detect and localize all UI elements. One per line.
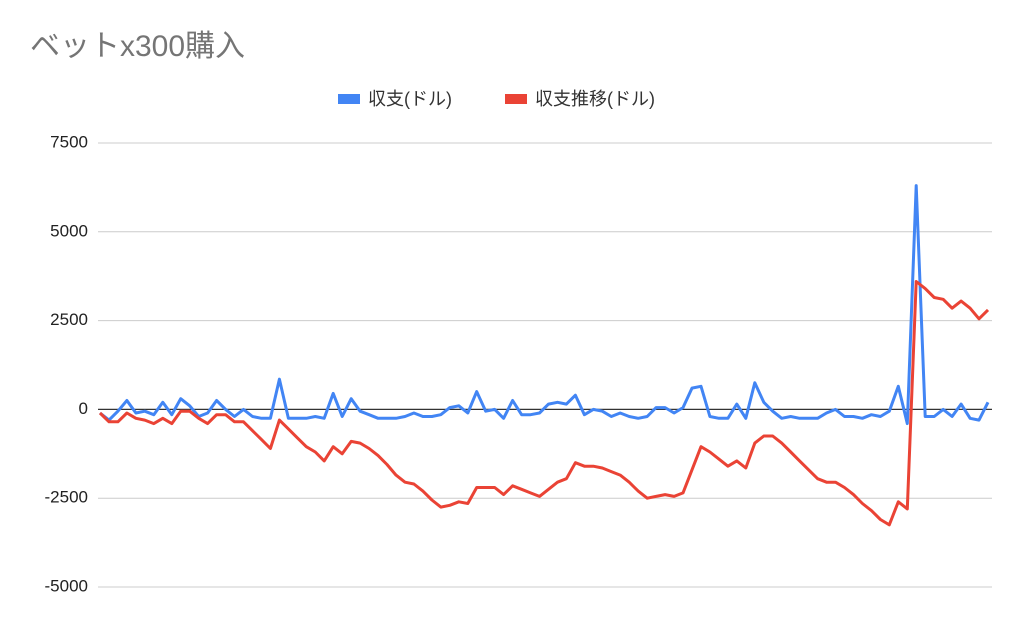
chart-title: ベットx300購入: [30, 30, 245, 63]
legend-label: 収支推移(ドル): [535, 89, 655, 109]
y-tick-label: 0: [79, 399, 88, 418]
legend-label: 収支(ドル): [368, 89, 452, 109]
y-tick-label: 7500: [50, 132, 88, 151]
legend-swatch: [338, 94, 360, 104]
legend-swatch: [505, 94, 527, 104]
y-tick-label: -2500: [45, 488, 88, 507]
plot: [98, 184, 990, 527]
series-line: [98, 280, 990, 527]
y-tick-label: 2500: [50, 310, 88, 329]
grid: -5000 -2500 0 2500 5000 7500: [45, 132, 992, 595]
series-line: [99, 184, 990, 426]
y-tick-label: 5000: [50, 221, 88, 240]
y-tick-label: -5000: [45, 576, 88, 595]
legend: 収支(ドル) 収支推移(ドル): [338, 89, 655, 109]
